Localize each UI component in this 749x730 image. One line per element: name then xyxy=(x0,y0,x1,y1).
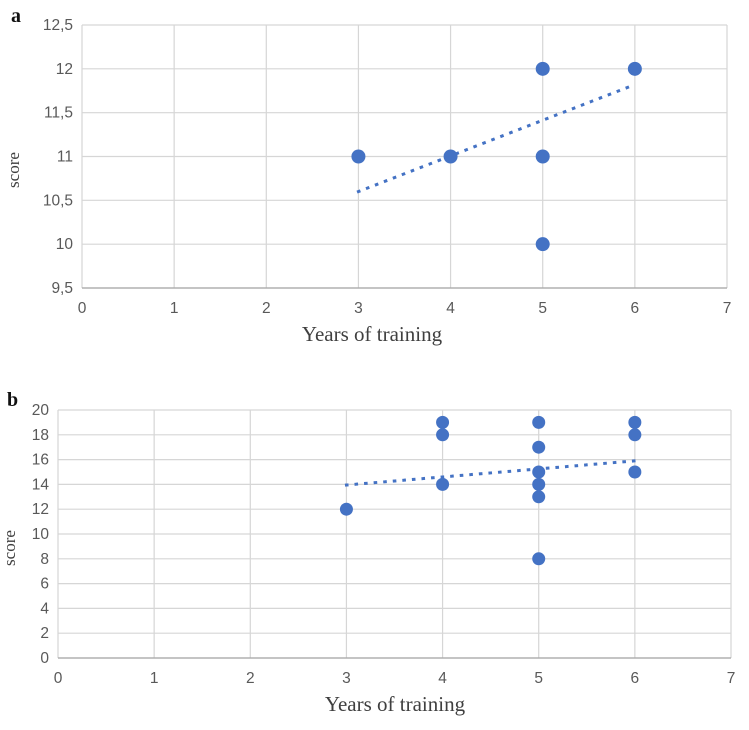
y-tick-label: 6 xyxy=(40,576,49,593)
y-tick-label: 12,5 xyxy=(43,17,73,34)
x-tick-label: 4 xyxy=(438,670,447,687)
data-point xyxy=(532,552,546,566)
x-tick-label: 3 xyxy=(342,670,351,687)
x-axis-title: Years of training xyxy=(325,692,466,716)
data-point xyxy=(532,465,546,479)
y-tick-label: 2 xyxy=(40,625,49,642)
data-point xyxy=(535,237,550,252)
trendline xyxy=(344,459,637,487)
y-tick-label: 14 xyxy=(32,476,50,493)
data-point xyxy=(628,415,642,429)
x-tick-label: 4 xyxy=(446,300,455,317)
y-tick-label: 10,5 xyxy=(43,192,73,209)
data-point xyxy=(627,61,642,76)
data-point xyxy=(532,490,546,504)
data-points xyxy=(339,415,642,566)
y-tick-label: 9,5 xyxy=(51,280,73,297)
y-tick-label: 10 xyxy=(56,236,74,253)
x-tick-label: 6 xyxy=(631,300,640,317)
data-point xyxy=(532,440,546,454)
data-point xyxy=(532,415,546,429)
y-tick-label: 10 xyxy=(32,526,50,543)
x-tick-label: 0 xyxy=(78,300,87,317)
data-point xyxy=(535,149,550,164)
y-tick-label: 12 xyxy=(32,501,49,518)
x-tick-label: 5 xyxy=(538,300,547,317)
y-tick-label: 4 xyxy=(40,600,49,617)
x-tick-label: 7 xyxy=(723,300,732,317)
trendline xyxy=(356,82,637,194)
data-point xyxy=(436,428,450,442)
data-point xyxy=(535,61,550,76)
y-tick-label: 0 xyxy=(40,650,49,667)
data-point xyxy=(628,465,642,479)
x-tick-label: 3 xyxy=(354,300,363,317)
data-points xyxy=(351,61,642,252)
data-point xyxy=(351,149,366,164)
x-tick-label: 2 xyxy=(262,300,271,317)
y-axis-title: score xyxy=(0,530,19,566)
x-tick-label: 0 xyxy=(54,670,63,687)
x-tick-label: 6 xyxy=(631,670,640,687)
x-tick-label: 7 xyxy=(727,670,736,687)
gridlines xyxy=(57,409,732,659)
gridlines xyxy=(81,24,728,289)
y-tick-label: 11 xyxy=(57,149,73,166)
data-point xyxy=(532,477,546,491)
y-axis-title: score xyxy=(4,152,23,188)
data-point xyxy=(436,477,450,491)
y-tick-label: 20 xyxy=(32,402,50,419)
data-point xyxy=(443,149,458,164)
x-tick-label: 2 xyxy=(246,670,255,687)
y-tick-label: 11,5 xyxy=(44,105,73,122)
data-point xyxy=(628,428,642,442)
x-axis-title: Years of training xyxy=(302,322,443,346)
y-tick-label: 16 xyxy=(32,452,49,469)
y-tick-label: 18 xyxy=(32,427,49,444)
data-point xyxy=(436,415,450,429)
panel-label-b: b xyxy=(7,389,19,411)
x-tick-label: 5 xyxy=(534,670,543,687)
x-tick-label: 1 xyxy=(150,670,159,687)
data-point xyxy=(339,502,353,516)
x-tick-label: 1 xyxy=(170,300,179,317)
y-tick-label: 12 xyxy=(56,61,73,78)
y-tick-label: 8 xyxy=(40,551,49,568)
panel-label-a: a xyxy=(11,5,21,27)
